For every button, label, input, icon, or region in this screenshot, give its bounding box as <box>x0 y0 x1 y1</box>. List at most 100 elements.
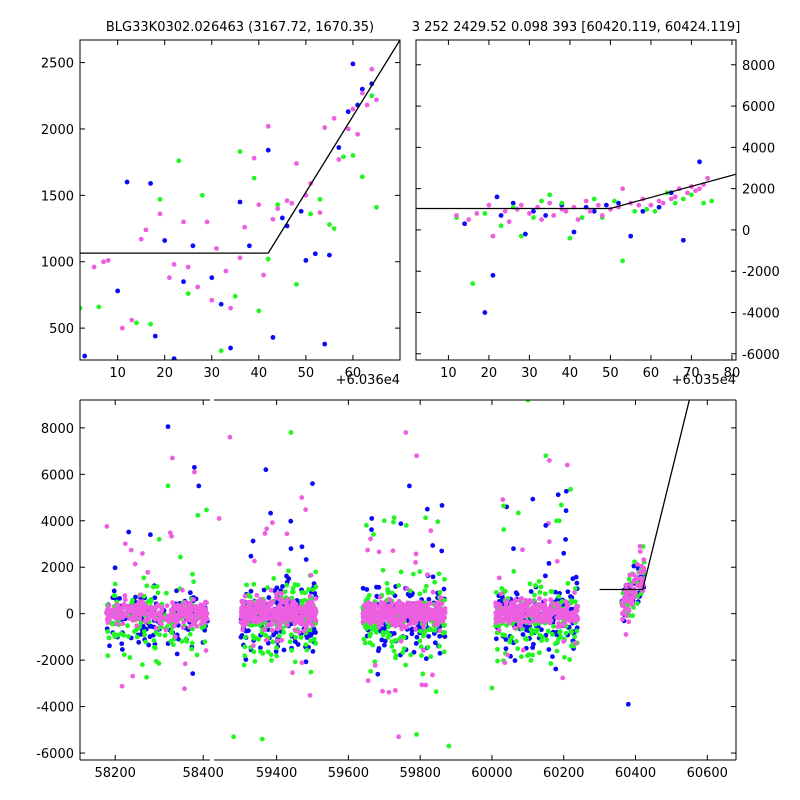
point-green <box>612 198 617 204</box>
point-magenta <box>583 198 589 204</box>
cluster-point-blue <box>119 641 125 647</box>
cluster-point-magenta <box>637 543 643 549</box>
cluster-point-magenta <box>150 608 156 614</box>
point-magenta <box>167 275 172 281</box>
cluster-point-green <box>162 633 168 638</box>
cluster-point-magenta <box>512 615 518 621</box>
point-green <box>237 149 243 154</box>
point-magenta <box>684 190 690 196</box>
x-tick-label: 70 <box>683 366 700 381</box>
cluster-point-green <box>433 689 439 695</box>
point-blue <box>270 335 276 340</box>
cluster-point-magenta <box>430 672 435 678</box>
point-green <box>498 223 504 229</box>
point-blue <box>148 181 153 186</box>
outlier-point-blue <box>288 546 294 552</box>
cluster-point-blue <box>423 656 429 662</box>
cluster-point-blue <box>364 587 370 592</box>
cluster-point-green <box>308 669 314 675</box>
point-magenta <box>129 317 135 323</box>
cluster-point-magenta <box>417 615 423 621</box>
cluster-point-magenta <box>249 599 255 605</box>
point-green <box>341 154 346 160</box>
cluster-point-green <box>493 590 499 595</box>
cluster-point-blue <box>136 639 142 645</box>
y-tick-label: 0 <box>66 608 74 623</box>
cluster-point-green <box>537 650 542 656</box>
cluster-point-magenta <box>368 536 373 542</box>
point-green <box>709 198 715 204</box>
cluster-point-magenta <box>259 600 264 605</box>
cluster-point-green <box>141 629 147 634</box>
cluster-point-magenta <box>299 660 305 666</box>
point-magenta <box>256 202 262 208</box>
panel-1: 10 20 30 40 50 60 70 80-6000 -4000 -2000 0 2000 4000… <box>415 39 780 388</box>
cluster-point-magenta <box>390 548 396 554</box>
outlier-point-blue <box>310 481 315 487</box>
point-green <box>185 291 191 297</box>
point-green <box>232 293 238 299</box>
point-magenta <box>693 188 698 194</box>
cluster-point-green <box>495 658 500 664</box>
cluster-point-blue <box>432 640 438 646</box>
point-blue <box>640 208 646 214</box>
cluster-point-magenta <box>427 600 432 606</box>
cluster-point-magenta <box>520 647 526 653</box>
cluster-point-magenta <box>191 617 197 623</box>
cluster-point-magenta <box>496 627 502 633</box>
cluster-point-magenta <box>157 610 163 616</box>
cluster-point-magenta <box>564 606 570 612</box>
cluster-point-magenta <box>362 614 368 620</box>
cluster-point-green <box>263 632 268 638</box>
cluster-point-magenta <box>377 603 383 609</box>
cluster-point-green <box>370 624 375 630</box>
cluster-point-magenta <box>548 597 554 602</box>
cluster-point-green <box>501 527 507 532</box>
cluster-point-magenta <box>269 520 275 526</box>
cluster-point-magenta <box>243 612 249 618</box>
cluster-point-magenta <box>376 549 382 555</box>
cluster-point-magenta <box>131 611 136 616</box>
point-green <box>331 226 337 231</box>
cluster-point-magenta <box>303 608 309 614</box>
cluster-point-magenta <box>428 528 434 534</box>
cluster-point-magenta <box>172 634 178 640</box>
cluster-point-blue <box>520 632 526 637</box>
point-blue <box>82 353 88 359</box>
cluster-point-magenta <box>158 604 164 610</box>
cluster-point-blue <box>430 574 436 580</box>
cluster-point-magenta <box>292 621 298 627</box>
outlier-point-magenta <box>192 469 197 475</box>
point-magenta <box>705 175 711 181</box>
y-tick-label: 8000 <box>41 422 74 437</box>
cluster-point-magenta <box>501 610 507 616</box>
cluster-point-green <box>419 653 424 658</box>
cluster-point-magenta <box>292 627 298 633</box>
cluster-point-magenta <box>420 647 426 653</box>
cluster-point-magenta <box>144 610 150 616</box>
cluster-point-magenta <box>194 623 200 629</box>
cluster-point-magenta <box>404 586 410 591</box>
cluster-point-green <box>563 630 569 636</box>
outlier-point-magenta <box>546 539 552 545</box>
cluster-point-green <box>154 584 160 589</box>
cluster-point-magenta <box>254 602 260 608</box>
cluster-point-blue <box>273 649 279 654</box>
point-green <box>80 305 83 311</box>
cluster-point-magenta <box>120 621 126 627</box>
outlier-point-blue <box>511 546 516 552</box>
point-green <box>672 200 678 206</box>
outlier-point-blue <box>148 532 153 538</box>
point-blue <box>312 251 318 257</box>
cluster-point-blue <box>107 643 112 649</box>
cluster-point-green <box>163 590 169 596</box>
point-magenta <box>331 115 337 121</box>
cluster-point-green <box>524 653 530 658</box>
cluster-point-magenta <box>435 622 441 627</box>
cluster-point-green <box>274 645 279 651</box>
cluster-point-magenta <box>399 622 405 628</box>
cluster-point-green <box>524 636 530 642</box>
cluster-point-magenta <box>626 606 632 612</box>
y-tick-label: 2000 <box>41 561 74 576</box>
cluster-point-green <box>425 644 431 650</box>
